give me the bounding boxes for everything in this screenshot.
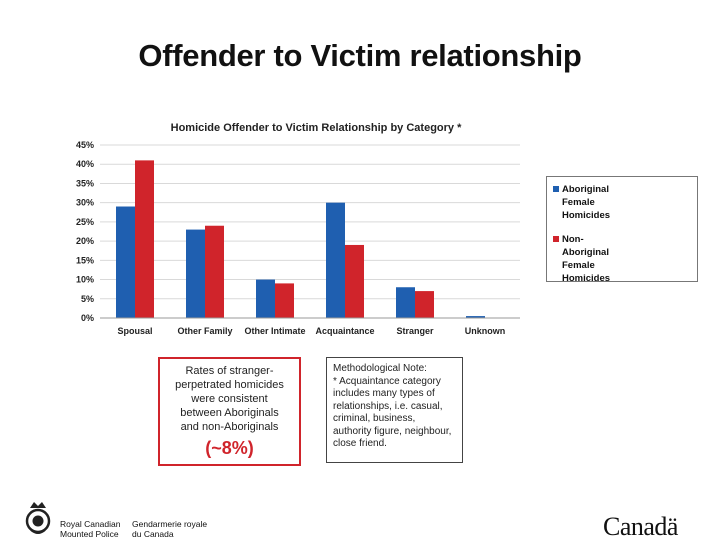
y-tick-label: 0% xyxy=(81,313,94,323)
bar-non-aboriginal xyxy=(135,160,154,318)
canada-wordmark-logo: Canadä xyxy=(603,512,678,541)
legend-label: Aboriginal Female Homicides xyxy=(562,184,611,221)
grid-lines xyxy=(100,144,520,300)
y-tick-label: 20% xyxy=(76,236,94,246)
bar-non-aboriginal xyxy=(275,283,294,318)
legend-swatch-non-aboriginal xyxy=(553,236,559,242)
x-tick-label: Unknown xyxy=(465,326,506,336)
footer-rcmp-english: Royal Canadian Mounted Police xyxy=(60,519,121,539)
x-tick-label: Stranger xyxy=(396,326,434,336)
chart-title: Homicide Offender to Victim Relationship… xyxy=(171,122,462,134)
legend-swatch-aboriginal xyxy=(553,186,559,192)
chart-legend: Aboriginal Female Homicides Non-Aborigin… xyxy=(546,176,698,285)
y-axis-ticks: 0% 5% 10% 15% 20% 25% 30% 35% 40% 45% xyxy=(76,140,94,323)
bar-non-aboriginal xyxy=(205,225,224,318)
legend-label: Non-Aboriginal Female Homicides xyxy=(562,234,611,284)
y-tick-label: 35% xyxy=(76,178,94,188)
footer-rcmp-french: Gendarmerie royale du Canada xyxy=(132,519,208,539)
x-tick-label: Spousal xyxy=(117,326,152,336)
bar-aboriginal xyxy=(186,229,205,318)
y-tick-label: 30% xyxy=(76,198,94,208)
bar-aboriginal xyxy=(326,202,345,318)
bars xyxy=(116,160,485,318)
legend-item-aboriginal: Aboriginal Female Homicides xyxy=(553,183,693,222)
legend-item-non-aboriginal: Non-Aboriginal Female Homicides xyxy=(553,233,693,285)
y-tick-label: 5% xyxy=(81,294,94,304)
bar-aboriginal xyxy=(256,279,275,318)
slide-title: Offender to Victim relationship xyxy=(138,38,582,73)
stranger-rates-callout: Rates of stranger- perpetrated homicides… xyxy=(158,357,301,466)
x-axis-labels: Spousal Other Family Other Intimate Acquain… xyxy=(117,326,505,336)
methodological-note: Methodological Note: * Acquaintance cate… xyxy=(326,357,463,463)
x-tick-label: Acquaintance xyxy=(315,326,374,336)
y-tick-label: 40% xyxy=(76,159,94,169)
rcmp-crest-icon xyxy=(25,502,51,534)
rates-value: (~8%) xyxy=(205,438,254,458)
y-tick-label: 25% xyxy=(76,217,94,227)
bar-non-aboriginal xyxy=(415,291,434,318)
bar-non-aboriginal xyxy=(345,244,364,318)
bar-aboriginal xyxy=(466,316,485,318)
note-title: Methodological Note: xyxy=(333,363,427,374)
rates-text: Rates of stranger- perpetrated homicides… xyxy=(175,365,284,433)
x-tick-label: Other Intimate xyxy=(244,326,305,336)
y-tick-label: 45% xyxy=(76,140,94,150)
bar-aboriginal xyxy=(396,287,415,318)
x-tick-label: Other Family xyxy=(177,326,232,336)
y-tick-label: 10% xyxy=(76,275,94,285)
bar-aboriginal xyxy=(116,206,135,318)
note-body: * Acquaintance category includes many ty… xyxy=(333,375,452,450)
y-tick-label: 15% xyxy=(76,255,94,265)
